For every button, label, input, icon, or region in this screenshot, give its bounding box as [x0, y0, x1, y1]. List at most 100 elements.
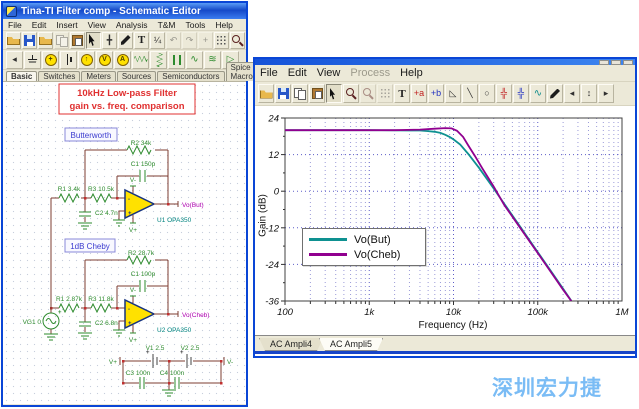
export-button[interactable]: [38, 31, 53, 49]
svg-text:V2 2.5: V2 2.5: [181, 345, 200, 352]
svg-text:10kHz Low-pass Filter: 10kHz Low-pass Filter: [77, 88, 177, 99]
formula-icon: ¼: [153, 34, 162, 45]
svg-text:-: -: [128, 307, 130, 313]
cheby-stage[interactable]: R2 28.7k C1 100p R1 2.87k R3 11.8k C2 6.…: [50, 250, 209, 344]
menu-file[interactable]: File: [260, 67, 278, 79]
cheby-label[interactable]: 1dB Cheby: [64, 238, 116, 253]
open-button[interactable]: [6, 31, 21, 49]
marker-button[interactable]: [547, 84, 563, 103]
probe-button[interactable]: ╋: [102, 31, 117, 49]
text-button[interactable]: T: [134, 31, 149, 49]
save-button[interactable]: [22, 31, 37, 49]
wire-button[interactable]: [118, 31, 133, 49]
nav-left-icon: ◂: [569, 88, 575, 98]
open-icon: [7, 37, 20, 45]
transformer-button[interactable]: ≋: [204, 50, 221, 69]
title-bar[interactable]: [255, 59, 635, 65]
copy-button[interactable]: [292, 84, 308, 103]
ruler-button[interactable]: ◺: [445, 84, 461, 103]
tab-sources[interactable]: Sources: [116, 71, 157, 81]
minimize-button[interactable]: [599, 59, 609, 65]
tab-semiconductors[interactable]: Semiconductors: [157, 71, 225, 81]
tab-meters[interactable]: Meters: [81, 71, 116, 81]
move-button[interactable]: +: [198, 31, 213, 49]
schematic-canvas[interactable]: 10kHz Low-pass Filter gain vs. freq. com…: [3, 82, 246, 404]
cursor-a-button[interactable]: +a: [411, 84, 427, 103]
paste-button[interactable]: [70, 31, 85, 49]
tab-ac-ampli5[interactable]: AC Ampli5: [319, 338, 383, 351]
redo-button[interactable]: ↷: [182, 31, 197, 49]
grid-button[interactable]: [377, 84, 393, 103]
menu-edit[interactable]: Edit: [31, 19, 47, 30]
nav-left-button[interactable]: ◂: [564, 84, 580, 103]
inductor-button[interactable]: ∿: [186, 50, 203, 69]
plot-legend[interactable]: Vo(But) Vo(Cheb): [302, 228, 426, 266]
resistor-icon: [133, 55, 148, 63]
nav-right-button[interactable]: ▸: [598, 84, 614, 103]
line-button[interactable]: ╲: [462, 84, 478, 103]
battery-button[interactable]: [60, 50, 77, 69]
title-bar[interactable]: Tina-TI Filter comp - Schematic Editor: [3, 3, 246, 19]
menu-analysis[interactable]: Analysis: [115, 19, 148, 30]
zoom-button[interactable]: [230, 31, 245, 49]
potentiometer-button[interactable]: [150, 50, 167, 69]
legend-label-but: Vo(But): [354, 233, 391, 246]
paste-button[interactable]: [309, 84, 325, 103]
text-button[interactable]: T: [394, 84, 410, 103]
tab-ac-ampli4[interactable]: AC Ampli4: [259, 338, 323, 351]
voltage-source-button[interactable]: +: [42, 50, 59, 69]
current-source-button[interactable]: ↑: [78, 50, 95, 69]
zoom-out-button[interactable]: [360, 84, 376, 103]
tab-switches[interactable]: Switches: [38, 71, 81, 81]
cross-b-button[interactable]: ╬: [513, 84, 529, 103]
undo-button[interactable]: ↶: [166, 31, 181, 49]
close-button[interactable]: [623, 59, 633, 65]
butterworth-label[interactable]: Butterworth: [64, 127, 118, 142]
maximize-button[interactable]: [611, 59, 621, 65]
cursor-b-button[interactable]: +b: [428, 84, 444, 103]
svg-text:-12: -12: [265, 223, 279, 234]
add-curve-button[interactable]: ∿: [530, 84, 546, 103]
save-button[interactable]: [275, 84, 291, 103]
formula-button[interactable]: ¼: [150, 31, 165, 49]
menu-process[interactable]: Process: [350, 67, 391, 79]
scroll-left-button[interactable]: ◂: [6, 50, 23, 69]
menu-insert[interactable]: Insert: [56, 19, 78, 30]
voltage-source-icon: +: [44, 53, 57, 66]
ground-button[interactable]: [24, 50, 41, 69]
menu-view[interactable]: View: [316, 67, 341, 79]
menu-edit[interactable]: Edit: [287, 67, 307, 79]
select-button[interactable]: [326, 84, 342, 103]
signal-source[interactable]: + VG1 0: [23, 198, 62, 341]
capacitor-icon: [172, 54, 181, 65]
resistor-button[interactable]: [132, 50, 149, 69]
menu-help[interactable]: Help: [400, 67, 423, 79]
zoom-in-button[interactable]: [343, 84, 359, 103]
copy-icon: [55, 34, 68, 47]
menu-file[interactable]: File: [8, 19, 22, 30]
capacitor-button[interactable]: [168, 50, 185, 69]
voltmeter-button[interactable]: V: [96, 50, 113, 69]
svg-text:C4 100n: C4 100n: [160, 370, 185, 377]
plot-area[interactable]: Frequency (Hz) 24 12 0 -12 -24 -36 100 1k 10k 100…: [255, 106, 635, 335]
select-arrow-icon: [89, 34, 95, 46]
grid-button[interactable]: [214, 31, 229, 49]
svg-text:C1 150p: C1 150p: [131, 161, 156, 168]
nav-spin-button[interactable]: ↕: [581, 84, 597, 103]
tab-basic[interactable]: Basic: [6, 71, 38, 81]
ammeter-button[interactable]: A: [114, 50, 131, 69]
cross-a-button[interactable]: ╬: [496, 84, 512, 103]
copy-button[interactable]: [54, 31, 69, 49]
power-supply[interactable]: + + V1 2.5 V2 2.5 V+ V- C3 100n C4 100n: [109, 345, 233, 397]
open-button[interactable]: [258, 84, 274, 103]
window-bottom-line: [255, 351, 635, 354]
butterworth-stage[interactable]: R2 34k C1 150p R1 3.4k R3 10.5k C2 4.7n …: [51, 140, 204, 234]
svg-text:0: 0: [274, 187, 280, 198]
ellipse-button[interactable]: ○: [479, 84, 495, 103]
schematic-title-note[interactable]: 10kHz Low-pass Filter gain vs. freq. com…: [58, 83, 196, 115]
menu-tools[interactable]: Tools: [185, 19, 206, 30]
menu-help[interactable]: Help: [215, 19, 233, 30]
menu-tm[interactable]: T&M: [157, 19, 176, 30]
select-button[interactable]: [86, 31, 101, 49]
menu-view[interactable]: View: [87, 19, 106, 30]
